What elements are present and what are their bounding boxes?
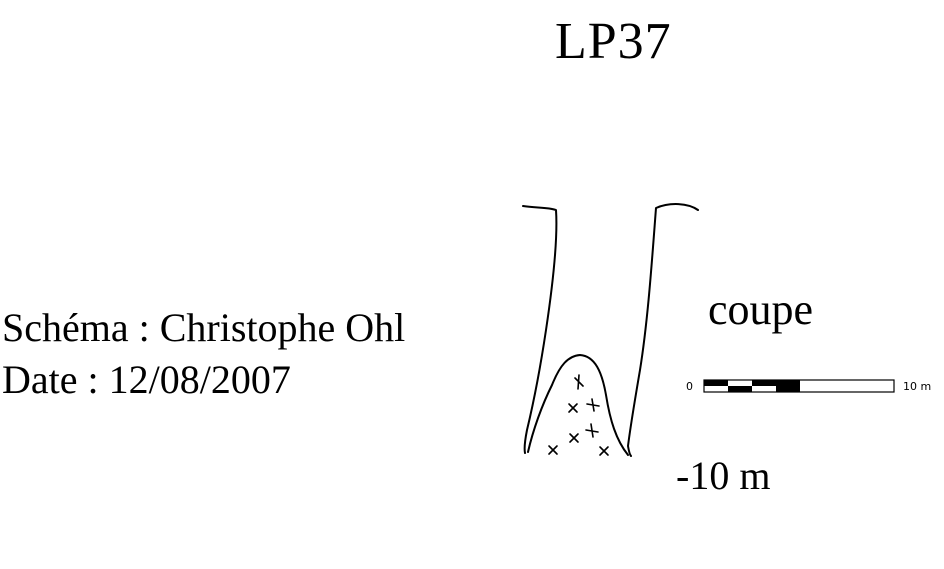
rubble-mark xyxy=(548,445,558,455)
date-line: Date : 12/08/2007 xyxy=(2,357,291,402)
rubble-mark xyxy=(585,423,599,438)
debris-cone-outline xyxy=(527,354,629,456)
section-label: coupe xyxy=(708,285,814,334)
scale-segment-dark xyxy=(728,386,752,392)
scale-segment-dark xyxy=(776,386,800,392)
rubble-mark xyxy=(568,403,578,413)
shaft-left-wall xyxy=(522,205,558,454)
rubble-mark xyxy=(569,433,579,443)
credits-block: Schéma : Christophe Ohl Date : 12/08/200… xyxy=(2,302,405,406)
author-line: Schéma : Christophe Ohl xyxy=(2,305,406,350)
rubble-markers xyxy=(548,374,609,456)
rubble-mark xyxy=(586,398,600,412)
scale-end-label: 10 m xyxy=(903,380,931,393)
scale-bar: 0 10 m xyxy=(686,379,931,393)
cave-id-title: LP37 xyxy=(555,13,672,70)
rubble-mark xyxy=(599,446,609,456)
scale-segment-dark xyxy=(752,380,776,386)
shaft-right-wall xyxy=(627,203,699,457)
scale-segment-dark xyxy=(776,380,800,386)
scale-start-label: 0 xyxy=(686,380,693,393)
scale-segment-dark xyxy=(704,380,728,386)
rubble-mark xyxy=(574,374,584,390)
depth-label: -10 m xyxy=(676,453,771,498)
